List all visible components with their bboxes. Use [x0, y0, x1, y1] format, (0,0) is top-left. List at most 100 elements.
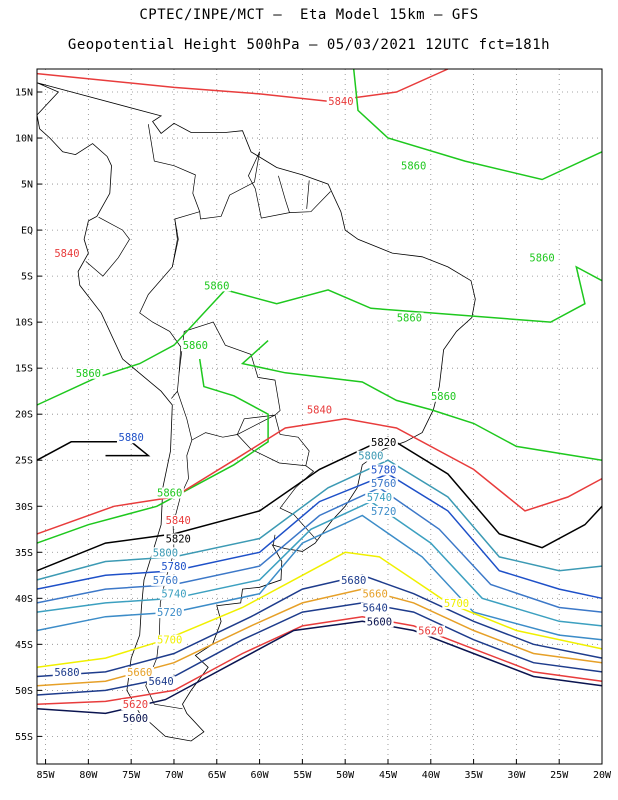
- country-border: [236, 414, 310, 467]
- contour-5720: [36, 514, 603, 641]
- contour-label-bg: [155, 634, 184, 646]
- lat-label: 15N: [15, 88, 33, 99]
- contour-5840: [36, 68, 449, 102]
- contour-label-bg: [151, 547, 180, 559]
- lat-label: 45S: [15, 640, 33, 651]
- contour-label-bg: [164, 515, 193, 527]
- contour-label-bg: [121, 712, 150, 724]
- contour-label-bg: [416, 625, 445, 637]
- contour-5840: [36, 418, 603, 535]
- lat-label: 10S: [15, 318, 33, 329]
- contour-5780: [36, 473, 603, 600]
- contour-label: 5860: [401, 161, 426, 173]
- contour-label: 5620: [123, 699, 148, 711]
- lon-label: 25W: [550, 770, 569, 781]
- contour-label-bg: [429, 390, 458, 402]
- lat-label: 50S: [15, 686, 33, 697]
- country-border: [278, 175, 290, 213]
- contour-label-bg: [202, 280, 231, 292]
- contour-label-bg: [399, 160, 428, 172]
- contour-5620: [36, 615, 603, 705]
- contour-label: 5800: [153, 547, 178, 559]
- contour-label-bg: [125, 666, 154, 678]
- country-border: [147, 124, 201, 267]
- contour-label-bg: [159, 588, 189, 600]
- lat-label: 5S: [21, 272, 33, 283]
- contour-label-bg: [365, 616, 394, 628]
- country-border: [199, 151, 260, 220]
- contour-label: 5860: [204, 280, 229, 292]
- contour-label-bg: [52, 666, 82, 678]
- contour-label-bg: [164, 533, 193, 545]
- contour-label: 5840: [307, 405, 332, 417]
- coastlines-and-borders: [36, 82, 476, 742]
- contour-label-bg: [326, 96, 356, 108]
- contour-label-bg: [121, 699, 150, 711]
- contour-label: 5840: [54, 248, 79, 260]
- contour-label: 5760: [153, 575, 178, 587]
- country-border: [85, 216, 130, 277]
- lat-label: 25S: [15, 456, 33, 467]
- contour-label: 5660: [362, 589, 387, 601]
- lon-label: 70W: [165, 770, 184, 781]
- contour-labels: 5840 5860 5860 5840 5860 5860 5860 5860 5860 5840…: [52, 96, 557, 725]
- contour-5880: [36, 441, 151, 461]
- contour-label: 5860: [529, 253, 554, 265]
- contour-label: 5720: [157, 607, 182, 619]
- contour-label: 5760: [371, 478, 396, 490]
- contour-label-bg: [369, 478, 398, 490]
- lon-label: 75W: [122, 770, 141, 781]
- contour-label: 5800: [358, 451, 383, 463]
- contour-label: 5740: [161, 589, 186, 601]
- contour-label: 5620: [418, 626, 443, 638]
- lat-label: 30S: [15, 502, 33, 513]
- contour-label: 5820: [371, 437, 396, 449]
- lon-label: 65W: [208, 770, 227, 781]
- contour-label: 5780: [371, 464, 396, 476]
- contour-label-bg: [356, 450, 386, 462]
- lat-label: 55S: [15, 732, 33, 743]
- contour-5640: [36, 602, 603, 696]
- contour-label-bg: [181, 340, 210, 352]
- contour-label: 5720: [371, 506, 396, 518]
- country-border: [306, 180, 310, 209]
- contour-label: 5680: [54, 667, 79, 679]
- map-title: CPTEC/INPE/MCT – Eta Model 15km – GFS: [139, 7, 479, 23]
- contour-5740: [36, 500, 603, 627]
- lon-label: 85W: [37, 770, 56, 781]
- country-border: [139, 266, 182, 399]
- contour-label-bg: [116, 432, 146, 444]
- map-frame: [36, 68, 603, 765]
- contour-label: 5780: [161, 561, 186, 573]
- contour-label-bg: [146, 676, 176, 688]
- contour-label: 5860: [431, 391, 456, 403]
- contour-label: 5820: [166, 533, 191, 545]
- lon-label: 55W: [293, 770, 312, 781]
- lon-label: 45W: [379, 770, 398, 781]
- contour-label-bg: [527, 252, 557, 264]
- contour-label: 5860: [183, 340, 208, 352]
- contour-5860: [352, 68, 603, 181]
- contour-label: 5680: [341, 575, 366, 587]
- lat-label: 35S: [15, 548, 33, 559]
- contour-label: 5700: [444, 598, 469, 610]
- contour-5860: [240, 340, 603, 461]
- lon-label: 50W: [336, 770, 355, 781]
- lon-label: 30W: [507, 770, 526, 781]
- contour-label-bg: [442, 597, 471, 609]
- contour-lines: [36, 68, 603, 715]
- contour-5680: [36, 574, 603, 678]
- contour-label-bg: [360, 602, 390, 614]
- contour-label-bg: [395, 312, 424, 324]
- lat-label: 5N: [21, 180, 33, 191]
- lat-label: 15S: [15, 364, 33, 375]
- longitude-labels: 85W 80W 75W 70W 65W 60W 55W 50W 45W 40W 35W 30W 25W 2…: [37, 770, 612, 781]
- lon-label: 80W: [79, 770, 98, 781]
- lat-label: 20S: [15, 410, 33, 421]
- contour-label: 5840: [328, 96, 353, 108]
- contour-label: 5880: [119, 432, 144, 444]
- latitude-labels: 15N 10N 5N EQ 5S 10S 15S 20S 25S 30S 35S 40S 45S 50S 5…: [15, 88, 33, 743]
- contour-label-bg: [159, 561, 189, 573]
- contour-label-bg: [52, 248, 82, 260]
- country-border: [248, 151, 331, 219]
